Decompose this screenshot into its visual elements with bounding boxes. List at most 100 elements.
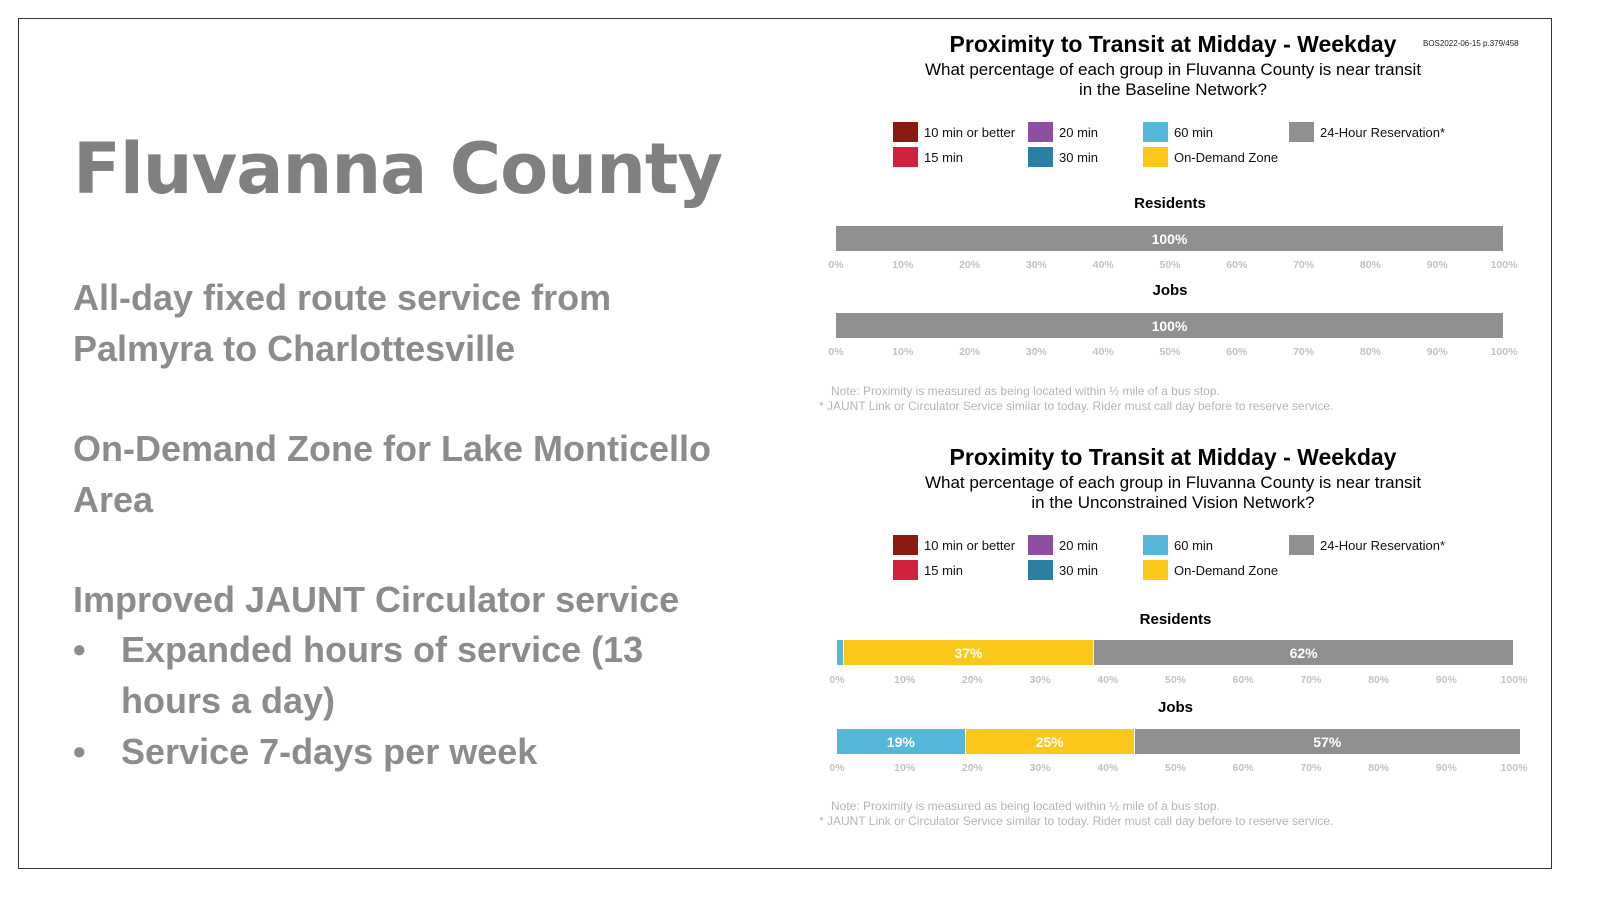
chart-baseline-network: Proximity to Transit at Midday - Weekday… xyxy=(813,30,1533,413)
stacked-bar-jobs: 100% xyxy=(836,313,1504,338)
legend-label: 20 min xyxy=(1059,124,1099,140)
x-axis-ticks: 0% 10% 20% 30% 40% 50% 60% 70% 80% 90% 100% xyxy=(829,762,1527,776)
legend-swatch xyxy=(893,122,918,142)
tick-label: 10% xyxy=(892,259,914,271)
tick-label: 80% xyxy=(1359,346,1381,358)
legend-label: 10 min or better xyxy=(924,537,1016,553)
category-label: Jobs xyxy=(1157,699,1193,716)
bullet-item: • Expanded hours of service (13 hours a … xyxy=(73,624,713,726)
legend-item: 30 min xyxy=(1028,560,1098,580)
tick-label: 90% xyxy=(1426,346,1448,358)
x-axis-ticks: 0% 10% 20% 30% 40% 50% 60% 70% 80% 90% 100% xyxy=(829,674,1527,688)
slide-frame xyxy=(18,18,1552,869)
legend-item: 60 min xyxy=(1143,535,1213,555)
bar-segment: 25% xyxy=(965,729,1135,754)
legend-item: 15 min xyxy=(893,147,963,167)
chart-subtitle-line2: in the Baseline Network? xyxy=(1078,80,1268,99)
legend-item: 60 min xyxy=(1143,122,1213,142)
legend-item: 15 min xyxy=(893,560,963,580)
page-reference: BOS2022-06-15 p.379/458 xyxy=(1423,39,1519,48)
legend-label: 15 min xyxy=(924,562,964,578)
tick-label: 50% xyxy=(1159,259,1181,271)
legend-swatch xyxy=(1143,122,1168,142)
category-label: Residents xyxy=(1134,195,1206,212)
legend-label: 60 min xyxy=(1174,537,1214,553)
x-axis-ticks: 0% 10% 20% 30% 40% 50% 60% 70% 80% 90% 100% xyxy=(828,259,1517,273)
circulator-bullet-list: • Expanded hours of service (13 hours a … xyxy=(73,624,713,777)
tick-label: 70% xyxy=(1293,259,1315,271)
legend-swatch xyxy=(893,535,918,555)
tick-label: 90% xyxy=(1435,762,1457,774)
tick-label: 100% xyxy=(1500,674,1528,686)
legend-swatch xyxy=(1028,560,1053,580)
tick-label: 10% xyxy=(894,674,916,686)
legend-item: 10 min or better xyxy=(893,535,1015,555)
tick-label: 60% xyxy=(1232,674,1254,686)
tick-label: 10% xyxy=(892,346,914,358)
legend-label: 24-Hour Reservation* xyxy=(1320,124,1446,140)
legend-swatch xyxy=(1143,535,1168,555)
tick-label: 40% xyxy=(1097,762,1119,774)
legend-item: 20 min xyxy=(1028,122,1098,142)
chart-legend: 10 min or better 15 min 20 min 30 min 60 min… xyxy=(893,122,1493,172)
stacked-bar-residents: 100% xyxy=(836,226,1504,251)
legend-swatch xyxy=(1143,560,1168,580)
legend-swatch xyxy=(1028,147,1053,167)
tick-label: 100% xyxy=(1490,259,1518,271)
bullet-item: • Service 7-days per week xyxy=(73,726,713,777)
stacked-bar-residents: 37% 62% xyxy=(837,640,1514,665)
bullet-marker: • xyxy=(73,629,86,670)
tick-label: 0% xyxy=(829,674,845,686)
legend-label: 15 min xyxy=(924,149,964,165)
tick-label: 0% xyxy=(828,346,844,358)
legend-item: 24-Hour Reservation* xyxy=(1289,122,1445,142)
tick-label: 60% xyxy=(1232,762,1254,774)
legend-swatch xyxy=(893,147,918,167)
bar-segment xyxy=(837,640,844,665)
tick-label: 60% xyxy=(1226,346,1248,358)
legend-label: 24-Hour Reservation* xyxy=(1320,537,1446,553)
bar-segment: 62% xyxy=(1094,640,1514,665)
chart-note: Note: Proximity is measured as being loc… xyxy=(831,799,1220,813)
tick-label: 30% xyxy=(1029,762,1051,774)
legend-item: 10 min or better xyxy=(893,122,1015,142)
chart-footnote: * JAUNT Link or Circulator Service simil… xyxy=(819,399,1334,413)
bar-segment: 37% xyxy=(843,640,1095,665)
tick-label: 20% xyxy=(961,674,983,686)
tick-label: 40% xyxy=(1092,346,1114,358)
chart-footnote: * JAUNT Link or Circulator Service simil… xyxy=(819,814,1334,828)
legend-swatch xyxy=(1289,535,1314,555)
legend-swatch xyxy=(893,560,918,580)
tick-label: 60% xyxy=(1226,259,1248,271)
tick-label: 90% xyxy=(1435,674,1457,686)
bullet-text: Service 7-days per week xyxy=(121,731,538,772)
tick-label: 30% xyxy=(1029,674,1051,686)
legend-swatch xyxy=(1143,147,1168,167)
tick-label: 50% xyxy=(1159,346,1181,358)
tick-label: 10% xyxy=(894,762,916,774)
legend-item: On-Demand Zone xyxy=(1143,147,1278,167)
tick-label: 40% xyxy=(1092,259,1114,271)
legend-label: 10 min or better xyxy=(924,124,1016,140)
tick-label: 0% xyxy=(829,762,845,774)
category-label: Residents xyxy=(1139,611,1212,628)
tick-label: 70% xyxy=(1293,346,1315,358)
chart-title: Proximity to Transit at Midday - Weekday xyxy=(949,31,1397,57)
tick-label: 80% xyxy=(1368,762,1390,774)
x-axis-ticks: 0% 10% 20% 30% 40% 50% 60% 70% 80% 90% 100% xyxy=(828,346,1517,360)
legend-label: 60 min xyxy=(1174,124,1214,140)
chart-subtitle-line2: in the Unconstrained Vision Network? xyxy=(1031,493,1315,512)
bullet-marker: • xyxy=(73,731,86,772)
tick-label: 20% xyxy=(959,259,981,271)
chart-unconstrained-vision-network: Proximity to Transit at Midday - Weekday… xyxy=(813,443,1533,828)
bar-segment: 19% xyxy=(837,729,966,754)
tick-label: 50% xyxy=(1164,674,1187,686)
legend-label: 30 min xyxy=(1059,149,1099,165)
service-point-circulator: Improved JAUNT Circulator service xyxy=(73,579,680,620)
tick-label: 80% xyxy=(1368,674,1390,686)
tick-label: 100% xyxy=(1500,762,1528,774)
tick-label: 20% xyxy=(961,762,983,774)
chart-title: Proximity to Transit at Midday - Weekday xyxy=(949,444,1397,470)
service-point-on-demand: On-Demand Zone for Lake Monticello Area xyxy=(73,428,712,520)
tick-label: 30% xyxy=(1025,259,1047,271)
